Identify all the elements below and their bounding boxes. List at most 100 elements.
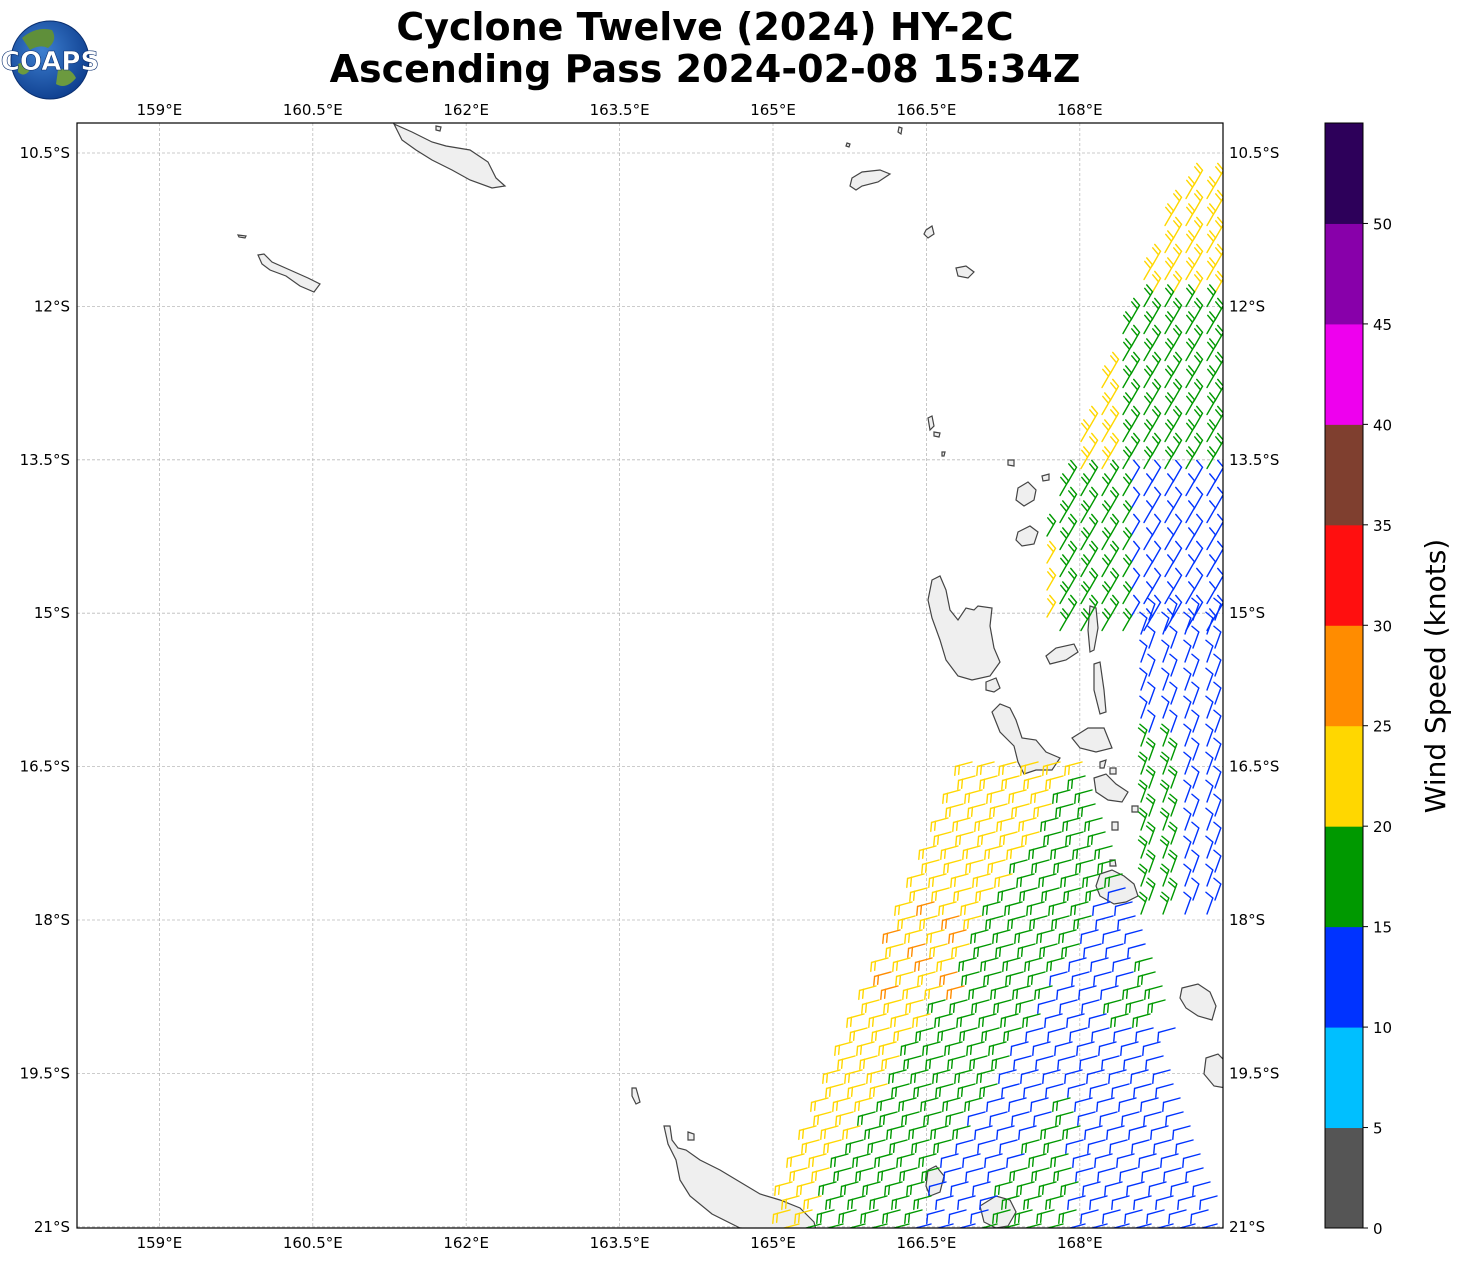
wind-barb: [1079, 1055, 1098, 1071]
wind-barb: [1193, 243, 1204, 267]
wind-barb: [1059, 527, 1070, 551]
wind-barb: [1101, 554, 1112, 578]
wind-barb: [1023, 1083, 1042, 1099]
lat-tick-label-right: 21°S: [1229, 1218, 1265, 1236]
wind-barb: [955, 1139, 974, 1155]
wind-barb: [984, 845, 1003, 861]
wind-barb: [868, 1013, 887, 1029]
wind-barb: [906, 873, 925, 889]
wind-barb: [1193, 486, 1204, 510]
wind-barb: [945, 803, 964, 819]
wind-barb: [1185, 176, 1196, 200]
wind-barb: [1097, 859, 1116, 875]
wind-barb: [1016, 1181, 1035, 1197]
wind-barb: [940, 845, 959, 861]
wind-barb: [1206, 392, 1217, 416]
wind-barb: [983, 971, 1002, 987]
wind-barb: [1182, 1153, 1201, 1169]
wind-barb: [846, 1013, 865, 1029]
wind-barb: [1073, 915, 1092, 931]
wind-barb: [1084, 1125, 1103, 1141]
wind-barb: [1193, 270, 1204, 294]
lat-tick-label-right: 10.5°S: [1229, 144, 1279, 162]
wind-barb: [956, 1013, 975, 1029]
land-erromango: [1179, 983, 1217, 1021]
wind-barb: [1185, 284, 1196, 308]
wind-barb: [1130, 297, 1141, 321]
wind-barb: [1206, 311, 1217, 335]
colorbar-tick-label: 35: [1373, 517, 1392, 535]
wind-barb: [1164, 554, 1175, 578]
wind-barb: [801, 1139, 820, 1155]
lon-tick-label-top: 162°E: [443, 101, 489, 119]
wind-barb: [1183, 779, 1192, 803]
wind-barb: [1109, 405, 1120, 429]
wind-barb: [1062, 817, 1081, 833]
land-new-caledonia: [663, 1125, 817, 1228]
wind-barb: [1133, 1083, 1152, 1099]
wind-barb: [1032, 1041, 1051, 1057]
wind-barb: [1139, 611, 1148, 635]
wind-barb: [1205, 751, 1214, 775]
lat-tick-label-left: 12°S: [34, 297, 70, 315]
wind-barb: [1130, 378, 1141, 402]
wind-barb: [867, 1139, 886, 1155]
title-line-1: Cyclone Twelve (2024) HY-2C: [396, 5, 1014, 49]
wind-barb: [968, 985, 987, 1001]
wind-barb: [972, 1181, 991, 1197]
wind-barb: [1151, 513, 1162, 537]
wind-barb: [1205, 863, 1214, 887]
wind-barb: [976, 761, 995, 777]
wind-barb: [1193, 189, 1204, 213]
wind-barb: [1084, 817, 1103, 833]
wind-barb: [1088, 405, 1099, 429]
wind-barb: [987, 1167, 1006, 1183]
wind-barb: [1193, 459, 1204, 483]
wind-barb: [1151, 243, 1162, 267]
wind-barb: [1128, 1125, 1147, 1141]
wind-barb: [942, 789, 961, 805]
wind-barb: [1153, 1139, 1172, 1155]
wind-barb: [958, 957, 977, 973]
wind-barb: [1095, 915, 1114, 931]
wind-barb: [837, 1055, 856, 1071]
axis-tick-labels: 159°E 159°E 160.5°E 160.5°E 162°E 162°E 163.5°…: [20, 101, 1280, 1252]
wind-barb: [1164, 284, 1175, 308]
wind-barb: [1193, 378, 1204, 402]
wind-barb: [1067, 594, 1078, 618]
wind-barb: [1213, 793, 1222, 817]
wind-barb: [781, 1195, 800, 1211]
wind-barb: [979, 1083, 998, 1099]
wind-barb: [1193, 216, 1204, 240]
colorbar-segment: [1325, 123, 1363, 224]
wind-barb: [1028, 845, 1047, 861]
wind-barb: [970, 929, 989, 945]
wind-barb: [869, 1195, 888, 1211]
wind-barb: [934, 1013, 953, 1029]
wind-barb: [1057, 1055, 1076, 1071]
wind-barb: [930, 817, 949, 833]
lon-tick-label-bottom: 160.5°E: [283, 1234, 343, 1252]
wind-barb: [921, 1167, 940, 1183]
wind-barb: [935, 1195, 954, 1211]
wind-barb: [1130, 567, 1141, 591]
wind-barb: [1185, 203, 1196, 227]
wind-barb: [1157, 1027, 1176, 1043]
wind-barb: [825, 1083, 844, 1099]
wind-barb: [1101, 581, 1112, 605]
lon-tick-label-top: 163.5°E: [590, 101, 650, 119]
wind-barb: [1167, 849, 1178, 873]
wind-barb: [1010, 1041, 1029, 1057]
wind-barb: [1206, 473, 1217, 497]
wind-barb: [944, 1041, 963, 1057]
wind-barb: [1020, 761, 1039, 777]
wind-barb: [901, 1111, 920, 1127]
wind-barb: [1088, 432, 1099, 456]
wind-barb: [1074, 1097, 1093, 1113]
wind-barb: [961, 971, 980, 987]
wind-barb: [1109, 513, 1120, 537]
wind-barb: [856, 1041, 875, 1057]
wind-barb: [1021, 1139, 1040, 1155]
wind-barb: [1008, 1097, 1027, 1113]
